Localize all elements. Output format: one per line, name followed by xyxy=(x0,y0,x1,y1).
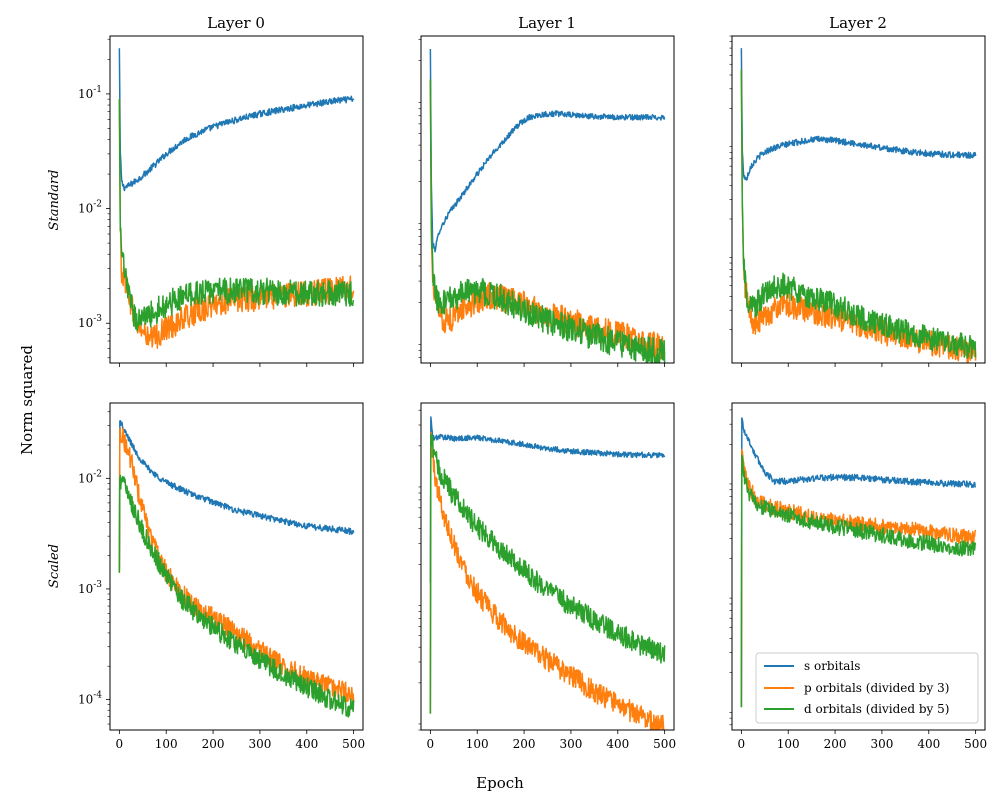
y-tick-label: 10-1 xyxy=(78,85,102,101)
x-tick-label: 0 xyxy=(116,737,124,751)
panel-standard-layer1 xyxy=(418,35,675,367)
panel-frame xyxy=(109,402,364,731)
row-label-standard: Standard xyxy=(47,170,62,231)
panel-scaled-layer0: 0 100 200 300 400 500 10-4 10-3 10-2 xyxy=(78,402,365,751)
panel-scaled-layer2: 0 100 200 300 400 500 xyxy=(729,402,987,751)
panel-frame xyxy=(109,35,364,364)
panel-frame xyxy=(420,402,675,731)
x-tick-label: 300 xyxy=(248,737,271,751)
y-tick-label: 10-3 xyxy=(78,580,102,596)
legend-box xyxy=(755,652,979,724)
y-tick-label: 10-2 xyxy=(78,200,102,216)
x-tick-label: 300 xyxy=(559,737,582,751)
series-s-line xyxy=(429,416,666,583)
series-d-line xyxy=(429,79,666,363)
panels: 10-3 10-2 10-1 0 100 200 300 400 500 10-4 10-3 10-2… xyxy=(78,35,987,751)
y-axis-label: Norm squared xyxy=(18,345,36,455)
x-tick-label: 0 xyxy=(738,737,746,751)
series-d-line xyxy=(118,474,355,718)
panel-standard-layer0: 10-3 10-2 10-1 xyxy=(78,35,364,367)
x-tick-label: 400 xyxy=(295,737,318,751)
x-tick-label: 200 xyxy=(513,737,536,751)
x-tick-label: 500 xyxy=(653,737,676,751)
x-tick-label: 300 xyxy=(870,737,893,751)
legend-label-s: s orbitals xyxy=(804,659,860,673)
x-tick-label: 500 xyxy=(964,737,987,751)
legend-label-p: p orbitals (divided by 3) xyxy=(804,681,949,695)
series-s-line xyxy=(118,48,355,192)
series-p-line xyxy=(429,431,665,730)
x-tick-label: 400 xyxy=(917,737,940,751)
series-d-line xyxy=(740,69,977,359)
y-tick-label: 10-2 xyxy=(78,469,102,485)
series-p-line xyxy=(118,99,355,349)
x-tick-label: 200 xyxy=(202,737,225,751)
x-axis-label: Epoch xyxy=(476,774,524,792)
column-title-layer2: Layer 2 xyxy=(829,14,887,32)
legend: s orbitals p orbitals (divided by 3) d o… xyxy=(755,652,979,724)
series-s-line xyxy=(118,419,355,570)
x-tick-label: 100 xyxy=(466,737,489,751)
panel-frame xyxy=(731,402,986,731)
row-label-scaled: Scaled xyxy=(47,544,62,588)
x-tick-label: 100 xyxy=(155,737,178,751)
panel-frame xyxy=(731,35,986,364)
x-tick-label: 100 xyxy=(777,737,800,751)
panel-frame xyxy=(420,35,675,364)
x-tick-label: 400 xyxy=(606,737,629,751)
x-tick-label: 200 xyxy=(824,737,847,751)
series-s-line xyxy=(429,48,666,253)
series-d-line xyxy=(740,454,977,708)
panel-standard-layer2 xyxy=(729,35,986,367)
panel-scaled-layer1: 0 100 200 300 400 500 xyxy=(418,402,676,751)
y-tick-label: 10-4 xyxy=(78,691,102,707)
column-title-layer1: Layer 1 xyxy=(518,14,576,32)
series-s-line xyxy=(740,48,977,181)
series-s-line xyxy=(740,417,976,708)
x-tick-label: 0 xyxy=(427,737,435,751)
x-tick-label: 500 xyxy=(342,737,365,751)
legend-label-d: d orbitals (divided by 5) xyxy=(804,702,949,716)
column-title-layer0: Layer 0 xyxy=(207,14,265,32)
series-d-line xyxy=(118,99,355,332)
y-tick-label: 10-3 xyxy=(78,314,102,330)
series-p-line xyxy=(118,427,355,705)
series-d-line xyxy=(429,433,666,714)
